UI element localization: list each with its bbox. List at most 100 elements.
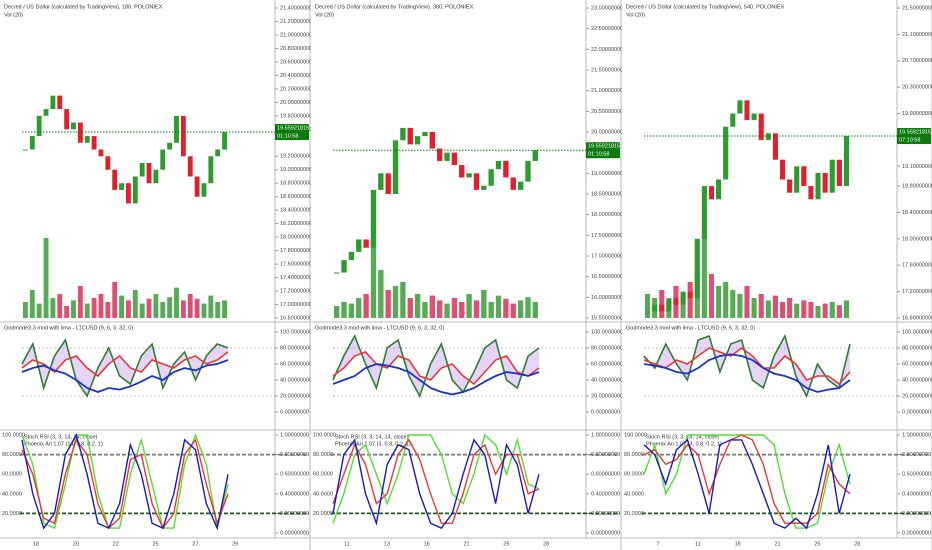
volume-bar	[126, 300, 131, 318]
candle	[488, 169, 494, 186]
price-tick-label: 18.00000000	[591, 212, 623, 218]
candle	[370, 189, 377, 248]
chart-panel: 21.40000000 21.20000000 21.00000000 20.8000…	[0, 0, 315, 550]
stoch-tick-label: 0.80000000	[280, 452, 309, 458]
price-tick-label: 22.00000000	[591, 47, 623, 53]
candle	[437, 148, 443, 161]
price-tick-label: 22.50000000	[591, 26, 623, 32]
volume-bar	[451, 298, 458, 318]
price-tick-label: 18.40000000	[280, 208, 312, 214]
candle	[843, 136, 849, 187]
volume-bar	[429, 295, 435, 318]
candle	[701, 186, 707, 239]
volume-bar	[659, 290, 665, 318]
time-label: 28	[543, 541, 549, 547]
volume-bar	[370, 238, 377, 318]
candle	[652, 304, 658, 312]
candle	[708, 186, 715, 200]
candle	[525, 160, 531, 182]
price-tick-label: 18.40000000	[902, 210, 932, 216]
volume-bar	[385, 290, 391, 318]
timer: 01:10:58	[588, 152, 609, 158]
stoch-left-label: 60.0000	[2, 472, 22, 478]
candle	[772, 133, 778, 160]
volume-bar	[36, 303, 42, 318]
candle	[126, 183, 131, 204]
price-tick-label: 19.80000000	[280, 113, 312, 119]
indicator-tick-label: 0.00000000	[280, 409, 309, 415]
volume-bar	[801, 300, 807, 318]
stoch-left-label: 60.0000	[313, 472, 333, 478]
price-tick-label: 23.00000000	[591, 5, 623, 11]
candle	[680, 291, 686, 305]
candle	[222, 132, 227, 150]
candle	[758, 113, 764, 140]
candle	[119, 183, 124, 190]
volume-bar	[112, 282, 118, 318]
candle	[765, 133, 771, 140]
volume-bar	[57, 294, 63, 318]
volume-bar	[215, 302, 221, 318]
price-tick-label: 19.20000000	[280, 154, 312, 160]
chart-panel: 23.00000000 22.50000000 22.00000000 21.5000…	[311, 0, 626, 550]
candle	[29, 136, 35, 150]
stoch-title: Stoch RSI (3, 3, 14, 14, close)	[646, 434, 720, 440]
indicator-band	[333, 336, 539, 396]
time-label: 16	[424, 541, 430, 547]
time-label: 7	[656, 541, 659, 547]
indicator-tick-label: 20.00000000	[902, 393, 932, 399]
candle	[779, 159, 786, 180]
price-label: 19.55921815	[588, 144, 620, 150]
candle	[98, 149, 104, 157]
indicator-title: Godmode3.3 mod with lima - LTCUSD (9, 6,…	[4, 325, 133, 331]
time-label: 22	[113, 541, 119, 547]
candle	[91, 136, 97, 150]
price-tick-label: 19.10000000	[902, 164, 932, 170]
stoch-left-label: 100.0000	[2, 432, 25, 438]
time-label: 21	[463, 541, 469, 547]
chart-title: Decred / US Dollar (calculated by Tradin…	[4, 4, 163, 10]
volume-bar	[836, 305, 842, 318]
candle	[645, 311, 651, 313]
indicator-band	[22, 340, 228, 396]
volume-bar	[473, 300, 480, 318]
volume-bar	[687, 282, 693, 318]
candle	[174, 115, 179, 143]
volume-bar	[64, 306, 70, 318]
volume-bar	[160, 302, 166, 318]
price-tick-label: 16.00000000	[591, 295, 623, 301]
volume-bar	[77, 286, 83, 318]
price-tick-label: 21.00000000	[280, 32, 312, 38]
price-tick-label: 20.60000000	[280, 59, 312, 65]
price-tick-label: 18.00000000	[902, 236, 932, 242]
stoch-tick-label: 0.20000000	[280, 511, 309, 517]
stoch-left-label: 60.0000	[624, 472, 644, 478]
volume-bar	[645, 294, 651, 318]
stoch-left-label: 20.0000	[2, 511, 22, 517]
volume-bar	[132, 290, 138, 318]
time-label: 13	[384, 541, 390, 547]
candle	[808, 186, 814, 200]
price-tick-label: 17.80000000	[280, 248, 312, 254]
volume-bar	[180, 300, 186, 318]
stoch-tick-label: 0.00000000	[591, 530, 620, 536]
stoch-green	[332, 433, 540, 524]
price-tick-label: 17.00000000	[280, 302, 312, 308]
time-label: 25	[152, 541, 158, 547]
candle	[737, 100, 743, 114]
candle	[444, 152, 450, 161]
time-label: 27	[192, 541, 198, 547]
candle	[836, 159, 842, 187]
volume-bar	[348, 303, 355, 318]
volume-bar	[187, 294, 193, 318]
price-tick-label: 17.60000000	[280, 262, 312, 268]
candle	[43, 109, 49, 116]
candle	[356, 239, 362, 252]
stoch-title: Stoch RSI (3, 3, 14, 14, close)	[24, 434, 98, 440]
stoch-tick-label: 0.40000000	[280, 491, 309, 497]
candle	[201, 183, 207, 197]
candle	[363, 239, 369, 248]
volume-label: Vol (20)	[315, 12, 334, 18]
volume-bar	[153, 294, 159, 318]
price-tick-label: 20.40000000	[280, 73, 312, 79]
